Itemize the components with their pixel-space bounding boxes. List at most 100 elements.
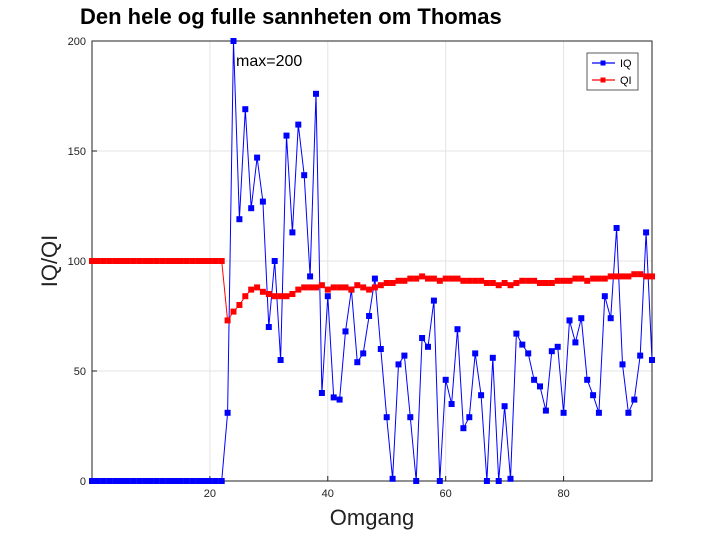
data-point-qi: [136, 258, 143, 264]
data-point-qi: [130, 258, 137, 264]
data-point-iq: [142, 478, 149, 484]
data-point-qi: [442, 275, 449, 282]
data-point-iq: [354, 359, 361, 366]
data-point-qi: [572, 275, 579, 282]
data-point-qi: [212, 258, 219, 264]
y-tick-label: 0: [80, 476, 86, 488]
data-point-qi: [248, 286, 255, 293]
data-point-iq: [507, 475, 514, 482]
data-point-qi: [348, 286, 355, 293]
data-point-qi: [153, 258, 160, 264]
max-annotation: max=200: [236, 53, 302, 70]
data-point-iq: [183, 478, 190, 484]
data-point-iq: [572, 339, 579, 346]
data-point-qi: [165, 258, 172, 264]
data-point-iq: [519, 341, 526, 348]
data-point-qi: [100, 258, 107, 264]
data-point-iq: [230, 38, 237, 44]
data-point-qi: [560, 277, 567, 284]
y-tick-label: 200: [68, 36, 86, 48]
data-point-qi: [183, 258, 190, 264]
data-point-qi: [566, 277, 573, 284]
data-point-iq: [307, 273, 314, 280]
data-point-qi: [259, 288, 266, 295]
data-point-qi: [489, 280, 496, 286]
data-point-qi: [159, 258, 166, 264]
data-point-qi: [542, 280, 549, 286]
data-point-iq: [448, 401, 455, 407]
data-point-qi: [301, 284, 308, 291]
data-point-iq: [631, 396, 638, 403]
data-point-iq: [201, 478, 207, 484]
data-point-qi: [495, 282, 502, 289]
data-point-iq: [242, 106, 249, 113]
data-point-iq: [478, 392, 485, 399]
data-point-iq: [254, 154, 261, 161]
data-point-iq: [625, 409, 632, 416]
data-point-qi: [366, 286, 373, 293]
x-tick-label: 80: [557, 488, 569, 500]
data-point-iq: [218, 478, 225, 484]
series-iq: [89, 38, 655, 484]
data-point-iq: [195, 478, 202, 484]
data-point-qi: [501, 280, 508, 286]
data-point-iq: [560, 409, 567, 416]
data-point-iq: [590, 392, 597, 399]
data-point-iq: [100, 478, 107, 484]
chart-title: Den hele og fulle sannheten om Thomas: [80, 4, 502, 29]
data-point-iq: [313, 90, 319, 97]
data-point-iq: [271, 258, 278, 264]
legend-box: [586, 52, 639, 91]
data-point-qi: [637, 271, 644, 278]
data-point-iq: [124, 478, 131, 484]
data-point-qi: [371, 284, 378, 291]
data-point-iq: [94, 478, 101, 484]
data-point-iq: [330, 394, 337, 401]
series-qi: [89, 258, 655, 324]
data-point-iq: [377, 346, 384, 352]
data-point-iq: [578, 315, 585, 322]
data-point-qi: [230, 308, 237, 315]
x-tick-label: 20: [204, 488, 216, 500]
data-point-iq: [212, 478, 219, 484]
data-point-qi: [377, 282, 384, 289]
data-point-qi: [360, 284, 367, 291]
data-point-iq: [454, 326, 461, 333]
data-point-qi: [419, 273, 426, 280]
data-point-iq: [472, 350, 479, 357]
data-point-qi: [318, 282, 325, 289]
data-point-qi: [254, 284, 261, 291]
data-point-iq: [649, 357, 655, 363]
data-point-iq: [513, 330, 520, 337]
data-point-iq: [224, 409, 231, 416]
data-point-qi: [201, 258, 207, 264]
data-point-iq: [136, 478, 143, 484]
data-point-iq: [112, 478, 119, 484]
data-point-iq: [401, 352, 408, 359]
data-point-iq: [430, 297, 437, 304]
data-point-iq: [584, 376, 591, 383]
data-point-iq: [371, 275, 378, 282]
data-point-qi: [106, 258, 113, 264]
data-point-qi: [619, 273, 626, 280]
data-point-iq: [613, 225, 620, 231]
data-point-qi: [472, 277, 479, 284]
data-point-qi: [407, 275, 414, 282]
data-point-iq: [342, 328, 349, 335]
data-point-iq: [425, 343, 431, 350]
x-tick-label: 40: [322, 488, 334, 500]
data-point-iq: [407, 414, 414, 421]
data-point-iq: [259, 198, 266, 205]
data-point-iq: [366, 313, 373, 319]
data-point-qi: [265, 291, 272, 297]
data-point-iq: [460, 425, 467, 432]
data-point-iq: [501, 403, 508, 410]
data-point-qi: [483, 280, 490, 286]
data-point-qi: [595, 275, 602, 282]
data-point-iq: [495, 478, 502, 484]
data-point-qi: [548, 280, 555, 286]
data-point-iq: [413, 478, 420, 484]
data-point-iq: [106, 478, 113, 484]
data-point-qi: [307, 284, 314, 291]
